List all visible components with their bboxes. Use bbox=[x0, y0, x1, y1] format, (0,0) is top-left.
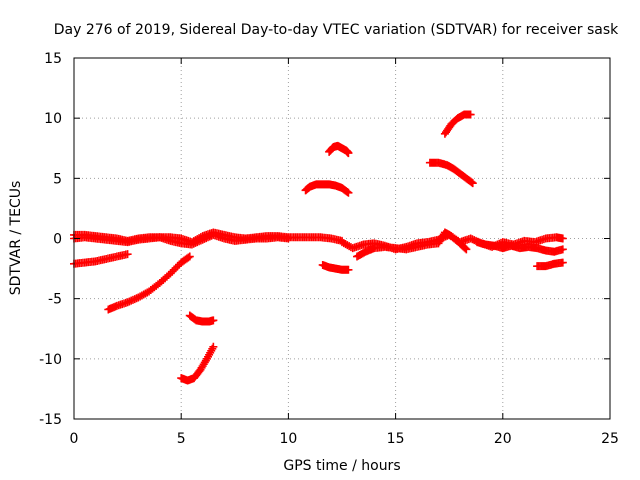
data-point bbox=[466, 110, 475, 119]
series-segment-3 bbox=[177, 342, 218, 385]
data-point bbox=[128, 295, 137, 304]
data-point bbox=[123, 298, 132, 307]
series-segment-8 bbox=[425, 158, 477, 188]
data-point bbox=[193, 238, 202, 247]
y-tick-label: 0 bbox=[53, 232, 62, 248]
y-tick-label: -10 bbox=[39, 352, 62, 368]
series-segment-4 bbox=[185, 311, 218, 326]
series-segment-1 bbox=[70, 250, 132, 268]
data-points bbox=[70, 110, 567, 385]
data-point bbox=[468, 179, 477, 188]
series-baseline-e bbox=[473, 238, 567, 256]
y-tick-label: -5 bbox=[48, 292, 62, 308]
data-point bbox=[462, 245, 471, 254]
data-point bbox=[123, 250, 132, 259]
data-point bbox=[344, 188, 353, 197]
data-point bbox=[461, 244, 470, 253]
data-point bbox=[132, 294, 141, 303]
data-point bbox=[125, 297, 134, 306]
y-tick-label: -15 bbox=[39, 412, 62, 428]
data-point bbox=[209, 342, 218, 351]
data-point bbox=[284, 234, 293, 243]
x-tick-label: 15 bbox=[387, 431, 405, 447]
data-point bbox=[191, 238, 200, 247]
data-point bbox=[467, 178, 476, 187]
series-baseline-d bbox=[353, 228, 471, 261]
y-tick-label: 10 bbox=[44, 111, 62, 127]
data-point bbox=[184, 253, 193, 262]
series-segment-10 bbox=[533, 258, 567, 271]
data-point bbox=[195, 237, 204, 246]
series-segment-9 bbox=[440, 110, 475, 138]
data-point bbox=[198, 235, 207, 244]
data-point bbox=[168, 267, 177, 276]
x-tick-label: 25 bbox=[601, 431, 619, 447]
x-tick-label: 10 bbox=[279, 431, 297, 447]
data-point bbox=[185, 252, 194, 261]
series-baseline-a bbox=[70, 228, 346, 247]
data-point bbox=[344, 149, 353, 158]
data-point bbox=[466, 234, 475, 243]
series-segment-6 bbox=[325, 141, 353, 158]
y-axis-label: SDTVAR / TECUs bbox=[8, 181, 24, 296]
data-point bbox=[343, 187, 352, 196]
x-tick-label: 20 bbox=[494, 431, 512, 447]
series-segment-2 bbox=[104, 252, 194, 314]
data-point bbox=[205, 232, 214, 241]
data-point bbox=[558, 245, 567, 254]
data-point bbox=[173, 262, 182, 271]
data-point bbox=[202, 234, 211, 243]
data-point bbox=[200, 234, 209, 243]
data-point bbox=[187, 240, 196, 249]
data-point bbox=[171, 263, 180, 272]
y-tick-label: 15 bbox=[44, 51, 62, 67]
series-segment-7 bbox=[318, 260, 353, 274]
x-axis-label: GPS time / hours bbox=[283, 458, 400, 474]
data-point bbox=[170, 265, 179, 274]
x-tick-label: 0 bbox=[70, 431, 79, 447]
chart-title: Day 276 of 2019, Sidereal Day-to-day VTE… bbox=[54, 22, 619, 38]
series-segment-5 bbox=[301, 180, 353, 197]
data-point bbox=[196, 236, 205, 245]
data-point bbox=[166, 269, 175, 278]
data-point bbox=[558, 234, 567, 243]
data-point bbox=[130, 295, 139, 304]
x-tick-label: 5 bbox=[177, 431, 186, 447]
data-point bbox=[558, 258, 567, 267]
data-point bbox=[204, 233, 212, 242]
data-point bbox=[344, 265, 353, 274]
data-point bbox=[209, 316, 218, 325]
y-tick-label: 5 bbox=[53, 171, 62, 187]
data-point bbox=[127, 296, 136, 305]
data-point bbox=[189, 239, 198, 248]
data-point bbox=[468, 235, 477, 244]
axis-ticks: 0 5 10 15 20 25 -15 -10 -5 0 5 10 15 bbox=[39, 51, 619, 447]
